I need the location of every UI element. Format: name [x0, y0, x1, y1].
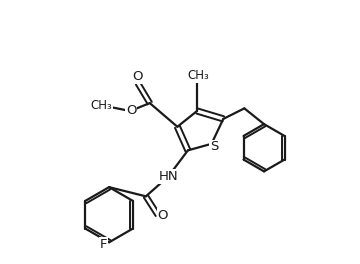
- Text: CH₃: CH₃: [188, 69, 209, 82]
- Text: O: O: [158, 209, 168, 222]
- Text: O: O: [126, 104, 137, 117]
- Text: CH₃: CH₃: [90, 99, 112, 112]
- Text: F: F: [100, 238, 107, 251]
- Text: O: O: [133, 70, 143, 83]
- Text: S: S: [210, 140, 218, 153]
- Text: HN: HN: [158, 170, 178, 183]
